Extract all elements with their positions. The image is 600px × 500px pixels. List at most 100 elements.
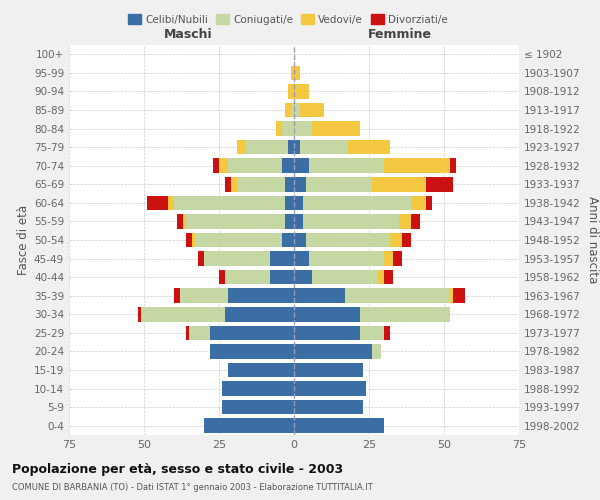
Bar: [270, 252, 294, 266]
Bar: [294, 233, 306, 247]
Bar: [204, 418, 294, 433]
Bar: [291, 66, 294, 80]
Bar: [282, 158, 294, 173]
Bar: [309, 252, 384, 266]
Text: Popolazione per età, sesso e stato civile - 2003: Popolazione per età, sesso e stato civil…: [12, 462, 343, 475]
Bar: [294, 400, 363, 414]
Bar: [210, 326, 294, 340]
Bar: [306, 177, 372, 192]
Bar: [228, 288, 294, 303]
Bar: [450, 158, 456, 173]
Bar: [138, 307, 141, 322]
Bar: [294, 158, 309, 173]
Bar: [285, 103, 291, 117]
Bar: [231, 177, 237, 192]
Bar: [309, 158, 384, 173]
Bar: [174, 196, 285, 210]
Bar: [219, 270, 225, 284]
Bar: [294, 288, 345, 303]
Bar: [300, 103, 324, 117]
Bar: [204, 252, 270, 266]
Bar: [183, 214, 186, 228]
Bar: [147, 196, 168, 210]
Bar: [411, 214, 420, 228]
Bar: [294, 344, 372, 358]
Bar: [237, 177, 285, 192]
Bar: [174, 288, 180, 303]
Bar: [225, 270, 270, 284]
Bar: [312, 122, 360, 136]
Bar: [195, 233, 282, 247]
Bar: [186, 233, 192, 247]
Bar: [237, 140, 246, 154]
Bar: [399, 214, 411, 228]
Text: Maschi: Maschi: [164, 28, 212, 42]
Bar: [384, 158, 450, 173]
Bar: [390, 233, 402, 247]
Bar: [360, 326, 384, 340]
Bar: [180, 288, 228, 303]
Bar: [453, 288, 465, 303]
Bar: [282, 122, 294, 136]
Bar: [348, 140, 390, 154]
Bar: [312, 270, 378, 284]
Bar: [294, 177, 306, 192]
Text: COMUNE DI BARBANIA (TO) - Dati ISTAT 1° gennaio 2003 - Elaborazione TUTTITALIA.I: COMUNE DI BARBANIA (TO) - Dati ISTAT 1° …: [12, 484, 373, 492]
Bar: [270, 270, 294, 284]
Bar: [168, 196, 174, 210]
Bar: [228, 158, 282, 173]
Bar: [384, 270, 393, 284]
Bar: [285, 214, 294, 228]
Bar: [285, 177, 294, 192]
Bar: [372, 177, 426, 192]
Bar: [285, 196, 294, 210]
Text: Femmine: Femmine: [368, 28, 432, 42]
Bar: [294, 214, 303, 228]
Bar: [303, 196, 411, 210]
Bar: [450, 288, 453, 303]
Bar: [303, 214, 399, 228]
Bar: [360, 307, 450, 322]
Bar: [300, 140, 348, 154]
Bar: [177, 214, 183, 228]
Y-axis label: Anni di nascita: Anni di nascita: [586, 196, 599, 284]
Bar: [294, 418, 384, 433]
Bar: [426, 177, 453, 192]
Bar: [294, 122, 312, 136]
Bar: [225, 307, 294, 322]
Bar: [222, 382, 294, 396]
Bar: [426, 196, 432, 210]
Bar: [294, 363, 363, 377]
Bar: [189, 326, 210, 340]
Bar: [402, 233, 411, 247]
Bar: [228, 363, 294, 377]
Bar: [219, 158, 228, 173]
Bar: [294, 270, 312, 284]
Bar: [246, 140, 288, 154]
Bar: [282, 233, 294, 247]
Bar: [186, 214, 285, 228]
Bar: [213, 158, 219, 173]
Bar: [411, 196, 426, 210]
Bar: [198, 252, 204, 266]
Bar: [294, 326, 360, 340]
Bar: [294, 140, 300, 154]
Bar: [288, 84, 294, 98]
Bar: [210, 344, 294, 358]
Bar: [294, 84, 309, 98]
Bar: [384, 326, 390, 340]
Bar: [372, 344, 381, 358]
Bar: [222, 400, 294, 414]
Bar: [345, 288, 450, 303]
Bar: [192, 233, 195, 247]
Y-axis label: Fasce di età: Fasce di età: [17, 205, 30, 275]
Bar: [225, 177, 231, 192]
Bar: [294, 307, 360, 322]
Bar: [294, 252, 309, 266]
Bar: [384, 252, 393, 266]
Bar: [294, 382, 366, 396]
Bar: [186, 326, 189, 340]
Bar: [378, 270, 384, 284]
Bar: [393, 252, 402, 266]
Bar: [276, 122, 282, 136]
